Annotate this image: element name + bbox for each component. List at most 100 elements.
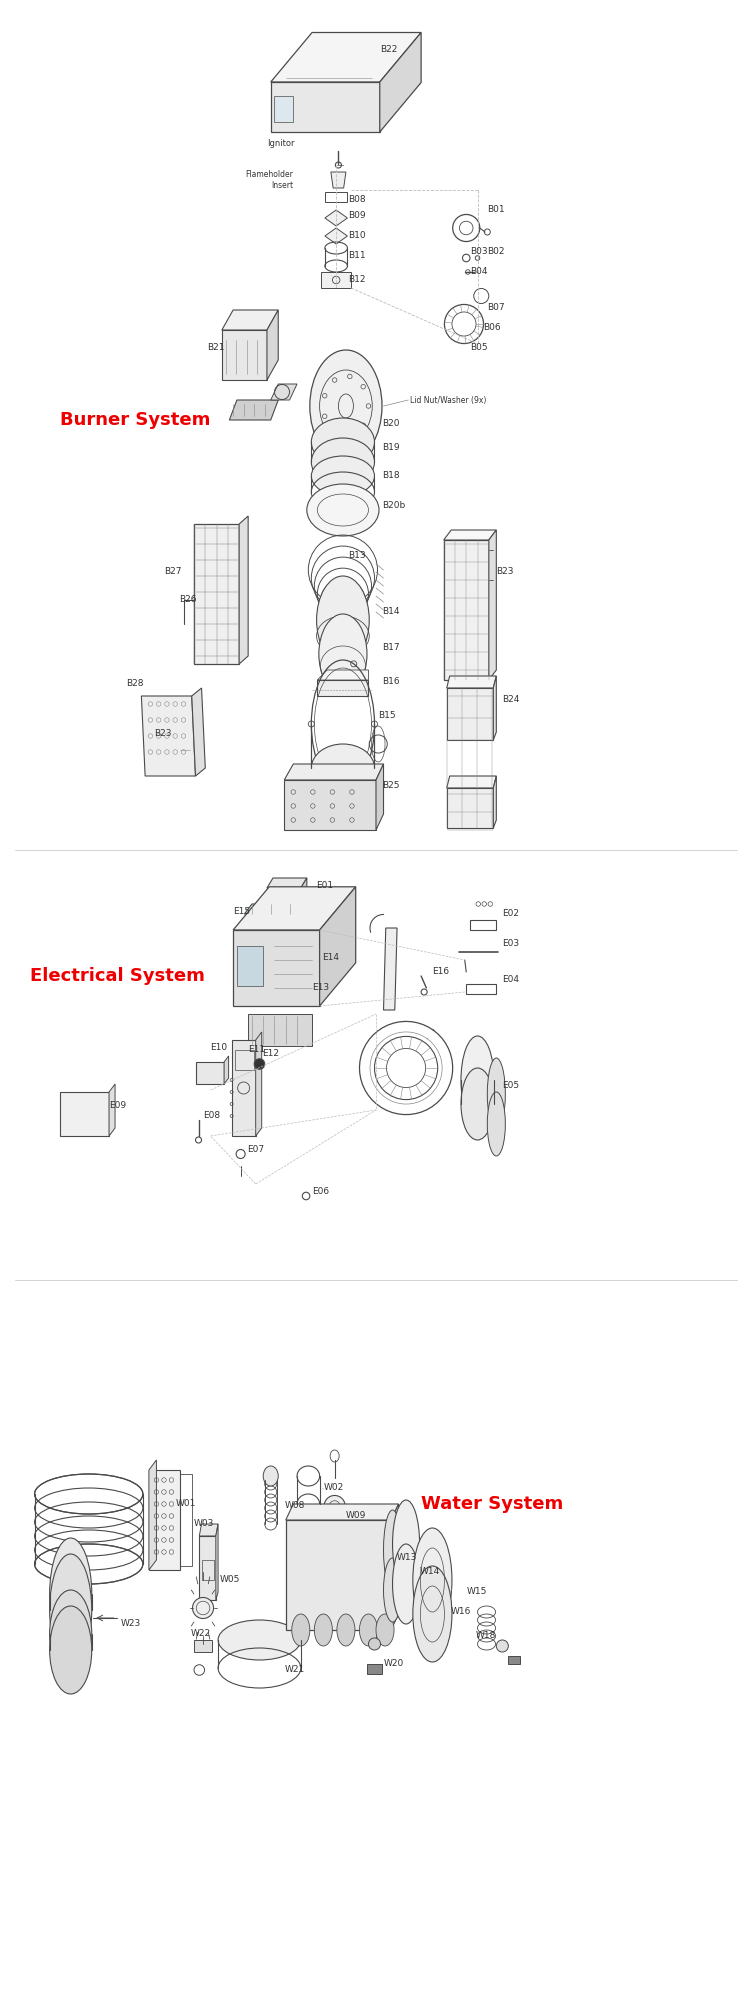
Text: B03: B03	[470, 248, 487, 256]
Polygon shape	[489, 530, 496, 680]
Polygon shape	[325, 228, 347, 244]
Text: B26: B26	[179, 596, 196, 604]
Polygon shape	[284, 780, 376, 830]
Text: W01: W01	[176, 1500, 196, 1508]
Ellipse shape	[310, 350, 382, 462]
Ellipse shape	[292, 1614, 310, 1646]
Text: B07: B07	[487, 304, 505, 312]
Polygon shape	[267, 310, 278, 380]
Ellipse shape	[311, 438, 374, 486]
Polygon shape	[321, 272, 351, 288]
Ellipse shape	[413, 1566, 452, 1662]
Text: W09: W09	[346, 1512, 366, 1520]
Polygon shape	[271, 32, 421, 82]
Text: B17: B17	[382, 644, 399, 652]
Ellipse shape	[487, 1058, 505, 1130]
Polygon shape	[444, 540, 489, 680]
Text: B23: B23	[496, 568, 514, 576]
Polygon shape	[271, 82, 380, 132]
Polygon shape	[149, 1470, 180, 1570]
Polygon shape	[367, 1664, 382, 1674]
Text: W02: W02	[323, 1484, 344, 1492]
Polygon shape	[222, 330, 267, 380]
Polygon shape	[493, 776, 496, 828]
Polygon shape	[244, 904, 320, 914]
Polygon shape	[384, 928, 397, 1010]
Text: B23: B23	[154, 730, 171, 738]
Ellipse shape	[263, 1466, 278, 1486]
Text: E09: E09	[109, 1102, 126, 1110]
Polygon shape	[317, 680, 368, 696]
Ellipse shape	[496, 1640, 508, 1652]
Text: B24: B24	[502, 696, 520, 704]
Ellipse shape	[384, 1510, 402, 1590]
Polygon shape	[493, 676, 496, 740]
Text: W20: W20	[384, 1660, 404, 1668]
Text: E02: E02	[502, 910, 520, 918]
Polygon shape	[286, 1520, 391, 1630]
Text: B11: B11	[348, 252, 365, 260]
Ellipse shape	[193, 1598, 214, 1618]
Polygon shape	[109, 1084, 115, 1136]
Text: W22: W22	[190, 1630, 211, 1638]
Polygon shape	[391, 1504, 399, 1630]
Text: Lid Nut/Washer (9x): Lid Nut/Washer (9x)	[410, 396, 487, 404]
Polygon shape	[194, 1640, 212, 1652]
Polygon shape	[447, 776, 496, 788]
Polygon shape	[199, 1536, 216, 1600]
Ellipse shape	[50, 1554, 92, 1666]
Text: E03: E03	[502, 940, 520, 948]
Text: E11: E11	[248, 1046, 265, 1054]
Polygon shape	[233, 930, 320, 1006]
Text: B18: B18	[382, 472, 399, 480]
Ellipse shape	[50, 1606, 92, 1694]
Polygon shape	[229, 400, 278, 420]
Text: W05: W05	[220, 1576, 240, 1584]
Ellipse shape	[218, 1620, 301, 1660]
Text: W16: W16	[451, 1608, 472, 1616]
Text: Ignitor: Ignitor	[267, 140, 295, 148]
Ellipse shape	[393, 1500, 420, 1588]
Text: B20b: B20b	[382, 502, 405, 510]
Ellipse shape	[319, 614, 367, 694]
Text: W18: W18	[475, 1632, 496, 1640]
Polygon shape	[199, 1524, 218, 1536]
Polygon shape	[317, 670, 368, 680]
Polygon shape	[508, 1656, 520, 1664]
Text: E06: E06	[312, 1188, 329, 1196]
Text: W23: W23	[120, 1620, 141, 1628]
Text: B12: B12	[348, 276, 365, 284]
Ellipse shape	[311, 744, 374, 792]
Polygon shape	[325, 210, 347, 226]
Text: B22: B22	[380, 44, 397, 54]
Polygon shape	[222, 310, 278, 330]
Ellipse shape	[254, 1058, 265, 1070]
Text: Water System: Water System	[421, 1496, 563, 1512]
Polygon shape	[239, 516, 248, 664]
Text: B16: B16	[382, 678, 399, 686]
Polygon shape	[444, 530, 496, 540]
Ellipse shape	[317, 576, 369, 664]
Polygon shape	[267, 888, 301, 904]
Polygon shape	[233, 886, 356, 930]
Polygon shape	[149, 1460, 156, 1570]
Text: B21: B21	[207, 344, 224, 352]
Polygon shape	[196, 1062, 224, 1084]
Text: Burner System: Burner System	[60, 412, 211, 430]
Text: B08: B08	[348, 194, 365, 204]
Ellipse shape	[50, 1590, 92, 1678]
Polygon shape	[194, 524, 239, 664]
Ellipse shape	[413, 1528, 452, 1632]
Text: B20: B20	[382, 420, 399, 428]
Text: B28: B28	[126, 680, 144, 688]
Text: W13: W13	[397, 1554, 417, 1562]
Text: E12: E12	[262, 1050, 279, 1058]
Text: B10: B10	[348, 232, 365, 240]
Ellipse shape	[307, 484, 379, 536]
Ellipse shape	[461, 1036, 494, 1124]
Text: E10: E10	[211, 1044, 228, 1052]
Ellipse shape	[50, 1538, 92, 1650]
Text: E04: E04	[502, 976, 520, 984]
Ellipse shape	[311, 456, 374, 496]
Text: B25: B25	[382, 782, 399, 790]
